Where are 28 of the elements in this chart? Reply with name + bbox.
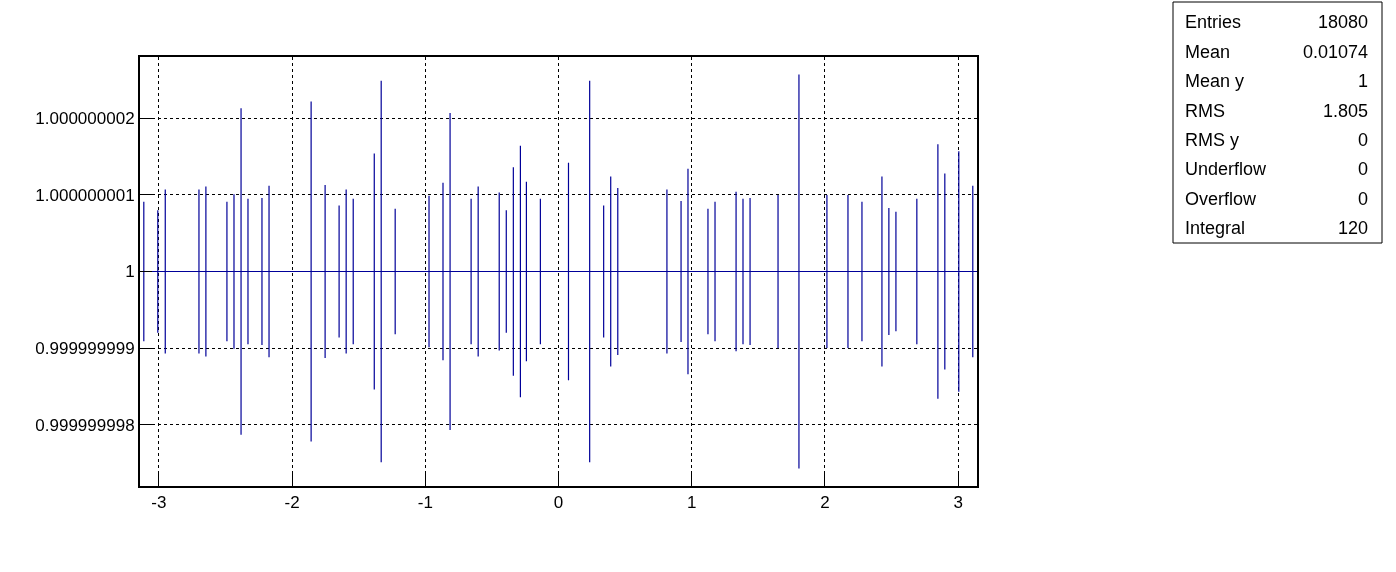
- text: RMS y: [1185, 130, 1239, 150]
- x-tick-label: 0: [553, 493, 564, 513]
- text: 0: [1358, 189, 1369, 209]
- x-tick-label: -1: [417, 493, 433, 513]
- x-tick-label: 1: [686, 493, 697, 513]
- text: Integral: [1185, 218, 1246, 238]
- text: 1: [1358, 71, 1369, 91]
- y-tick-label: 1.000000002: [35, 109, 135, 129]
- text: Mean: [1185, 42, 1231, 62]
- text: 0: [1358, 159, 1369, 179]
- x-tick-label: 2: [820, 493, 830, 513]
- text: Underflow: [1185, 159, 1268, 179]
- x-tick-label: 3: [953, 493, 963, 513]
- text: Overflow: [1185, 189, 1258, 209]
- y-tick-label: 1: [125, 262, 135, 282]
- x-tick-label: -2: [284, 493, 300, 513]
- text: RMS: [1185, 101, 1225, 121]
- text: 120: [1338, 218, 1369, 238]
- text: Mean y: [1185, 71, 1245, 91]
- text: 1.805: [1323, 101, 1369, 121]
- text: 0: [1358, 130, 1369, 150]
- y-tick-label: 1.000000001: [35, 185, 135, 205]
- text: Entries: [1185, 12, 1242, 32]
- y-tick-label: 0.999999998: [35, 415, 135, 435]
- y-tick-label: 0.999999999: [35, 339, 135, 359]
- text: 18080: [1318, 12, 1369, 32]
- text: 0.01074: [1303, 42, 1369, 62]
- x-tick-label: -3: [151, 493, 167, 513]
